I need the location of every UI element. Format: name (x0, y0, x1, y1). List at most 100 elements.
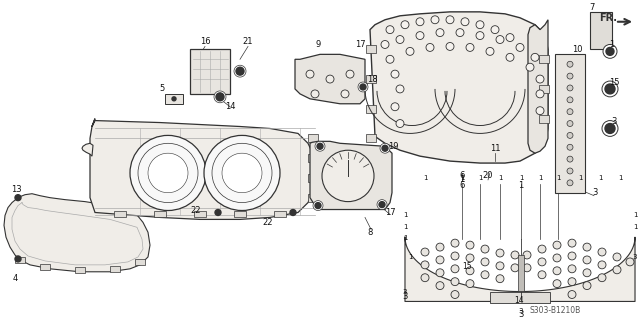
Circle shape (613, 253, 621, 261)
Bar (308, 154, 318, 162)
Circle shape (451, 291, 459, 299)
Polygon shape (370, 12, 548, 163)
Polygon shape (90, 119, 315, 219)
Circle shape (568, 291, 576, 299)
Bar (154, 211, 166, 218)
Polygon shape (405, 237, 635, 301)
Circle shape (476, 32, 484, 40)
Circle shape (466, 267, 474, 275)
Bar (555, 54, 585, 193)
Text: 1: 1 (609, 40, 614, 49)
Circle shape (553, 280, 561, 288)
Bar (539, 55, 549, 63)
Circle shape (526, 63, 534, 71)
Bar (539, 85, 549, 93)
Text: 1: 1 (403, 224, 407, 230)
Circle shape (15, 256, 21, 262)
Circle shape (436, 282, 444, 290)
Circle shape (606, 48, 614, 55)
Text: FR.: FR. (599, 13, 617, 23)
Bar (366, 134, 376, 142)
Circle shape (446, 42, 454, 50)
Circle shape (466, 280, 474, 288)
Circle shape (605, 123, 615, 133)
Text: 1: 1 (498, 175, 502, 181)
Text: 20: 20 (483, 171, 493, 181)
Circle shape (172, 97, 176, 101)
Text: 8: 8 (367, 228, 372, 237)
Text: 14: 14 (514, 296, 524, 305)
Circle shape (553, 241, 561, 249)
Circle shape (553, 267, 561, 275)
Text: 7: 7 (589, 4, 595, 12)
Text: S303-B1210B: S303-B1210B (529, 306, 580, 315)
Circle shape (598, 248, 606, 256)
Circle shape (396, 120, 404, 128)
Circle shape (506, 53, 514, 61)
Bar (308, 174, 318, 182)
Text: 14: 14 (225, 102, 236, 111)
Circle shape (536, 107, 544, 115)
Circle shape (236, 67, 244, 75)
Bar (490, 292, 550, 303)
Circle shape (421, 274, 429, 282)
Text: 1: 1 (460, 175, 465, 184)
Circle shape (568, 239, 576, 247)
Circle shape (567, 168, 573, 174)
Circle shape (516, 43, 524, 51)
Text: 3: 3 (519, 308, 524, 314)
Text: 22: 22 (191, 206, 201, 215)
Circle shape (431, 16, 439, 24)
Circle shape (377, 200, 387, 210)
Circle shape (466, 254, 474, 262)
Circle shape (476, 21, 484, 29)
Circle shape (216, 93, 224, 101)
Circle shape (506, 33, 514, 41)
Circle shape (583, 269, 591, 277)
Circle shape (461, 18, 469, 26)
Circle shape (486, 48, 494, 55)
Circle shape (382, 145, 388, 151)
Text: 6: 6 (460, 181, 465, 190)
Circle shape (496, 262, 504, 270)
Circle shape (613, 266, 621, 274)
Bar (40, 264, 50, 270)
Text: 3: 3 (403, 289, 407, 294)
Circle shape (553, 254, 561, 262)
Bar (366, 46, 376, 53)
Circle shape (598, 261, 606, 269)
Polygon shape (310, 141, 392, 210)
Circle shape (212, 143, 272, 203)
Circle shape (214, 91, 226, 103)
Text: 1: 1 (518, 181, 524, 190)
Circle shape (466, 241, 474, 249)
Circle shape (602, 121, 618, 137)
Circle shape (466, 43, 474, 51)
Circle shape (446, 16, 454, 24)
Circle shape (567, 180, 573, 186)
Circle shape (391, 70, 399, 78)
Circle shape (360, 84, 366, 90)
Circle shape (583, 256, 591, 264)
Bar (274, 211, 286, 218)
Bar (234, 211, 246, 218)
Circle shape (380, 143, 390, 153)
Circle shape (396, 85, 404, 93)
Text: 11: 11 (490, 144, 500, 153)
Text: 1: 1 (408, 254, 412, 260)
Circle shape (536, 90, 544, 98)
Bar (308, 194, 318, 202)
Circle shape (436, 29, 444, 37)
Circle shape (315, 203, 321, 209)
Circle shape (138, 143, 198, 203)
Text: 1: 1 (556, 175, 560, 181)
Circle shape (538, 271, 546, 279)
Circle shape (451, 278, 459, 286)
Circle shape (436, 256, 444, 264)
Circle shape (456, 29, 464, 37)
Circle shape (567, 97, 573, 103)
Circle shape (416, 32, 424, 40)
Circle shape (381, 41, 389, 48)
Circle shape (436, 269, 444, 277)
Text: 22: 22 (263, 218, 273, 227)
